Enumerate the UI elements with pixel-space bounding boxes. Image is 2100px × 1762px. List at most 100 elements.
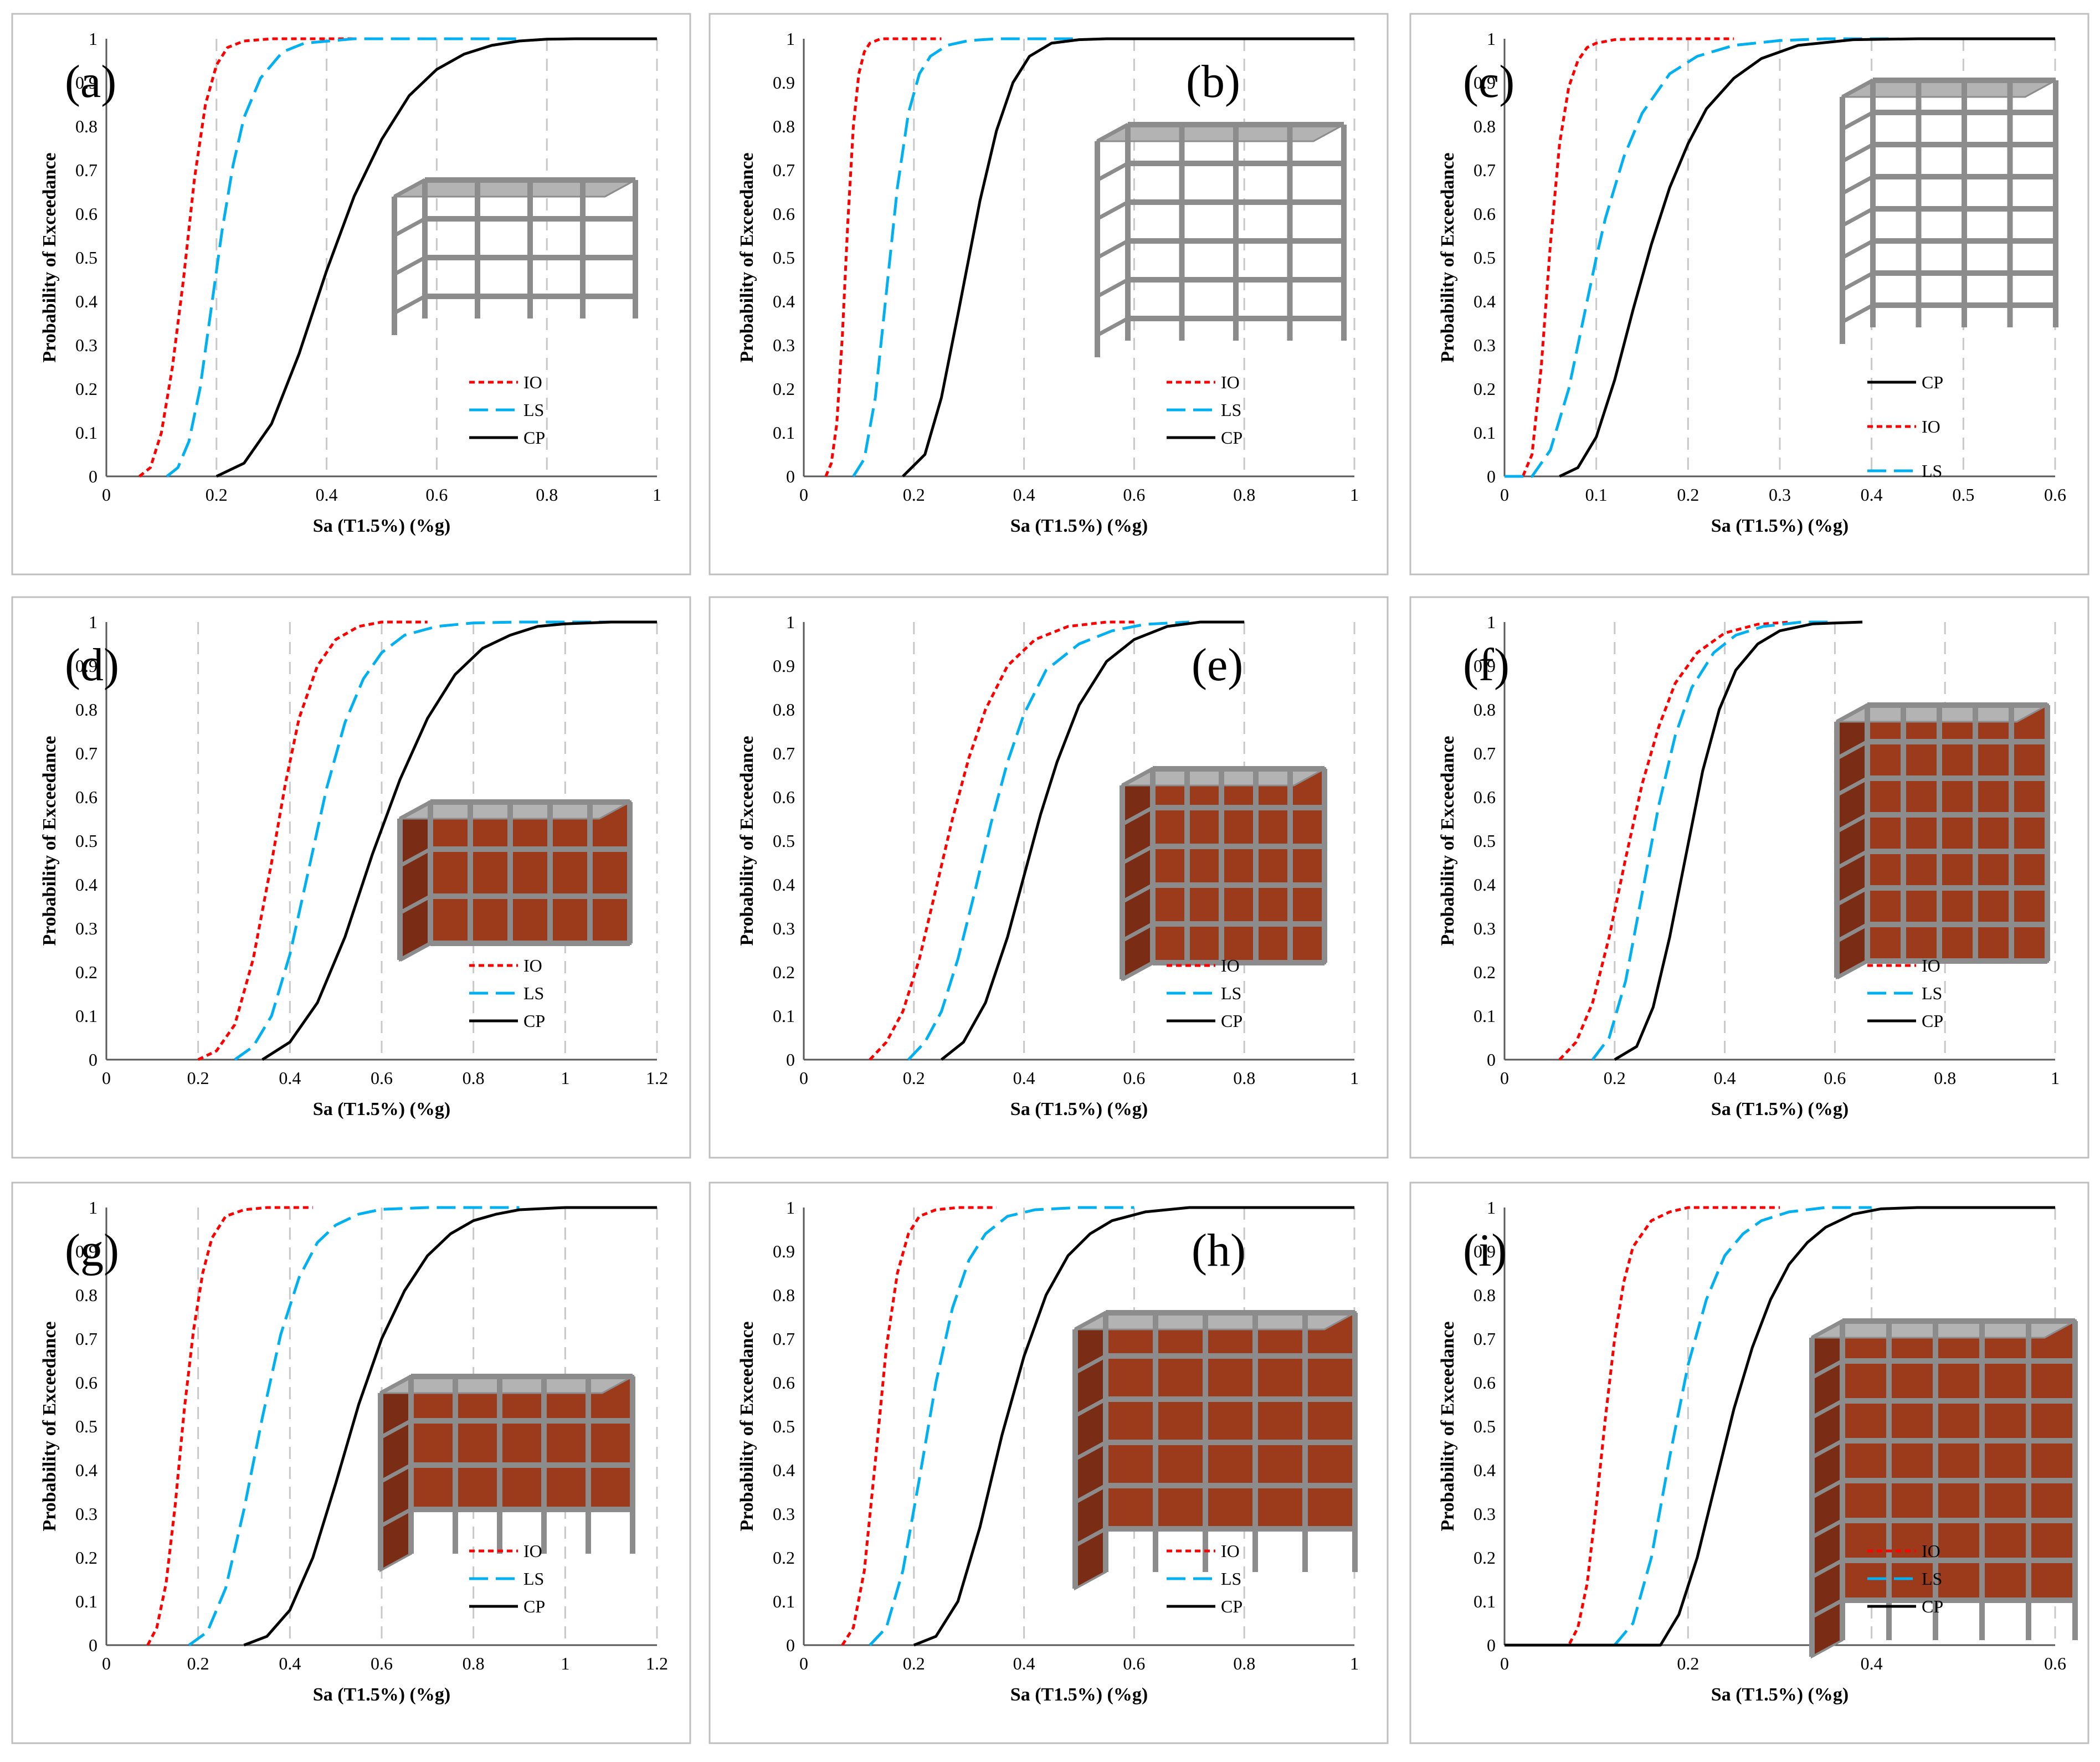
building-beam bbox=[1811, 1439, 1844, 1460]
series-line-cp bbox=[913, 1206, 1354, 1647]
building-infill bbox=[1104, 1311, 1357, 1530]
building-beam bbox=[1841, 271, 1874, 292]
series-line-cp bbox=[261, 620, 657, 1061]
y-tick-label: 0.5 bbox=[1473, 1416, 1496, 1436]
legend-label-cp: CP bbox=[523, 1011, 545, 1031]
x-tick-label: 0.8 bbox=[536, 485, 558, 505]
chart-panel-h: 0 0.2 0.4 0.6 0.8 1 0 0.1 0.2 0.3 0.4 0.5 0.6 0.7 0.8 0… bbox=[708, 1181, 1389, 1744]
building-beam bbox=[379, 1419, 412, 1440]
y-tick-label: 0.1 bbox=[75, 1006, 97, 1026]
building-side bbox=[399, 800, 432, 962]
y-tick-label: 0.8 bbox=[1473, 1285, 1496, 1305]
x-tick-label: 0.2 bbox=[1677, 1653, 1699, 1673]
x-tick-label: 1 bbox=[1350, 1653, 1359, 1673]
building-beam bbox=[1096, 316, 1129, 337]
x-axis-title: Sa (T1.5%) (%g) bbox=[1711, 1684, 1849, 1705]
y-tick-label: 0.8 bbox=[1473, 116, 1496, 136]
legend-label-io: IO bbox=[1221, 1541, 1240, 1561]
x-tick-label: 0.5 bbox=[1952, 485, 1974, 505]
x-tick-label: 1 bbox=[561, 1068, 569, 1088]
legend-label-io: IO bbox=[1221, 372, 1240, 392]
series-line-ls bbox=[869, 1206, 1134, 1646]
building-illustration bbox=[1809, 1318, 2078, 1659]
y-axis-title: Probability of Exceedance bbox=[1437, 736, 1458, 946]
legend-label-ls: LS bbox=[523, 983, 544, 1003]
y-tick-label: 0.7 bbox=[1473, 160, 1496, 180]
legend-label-ls: LS bbox=[1221, 1569, 1241, 1589]
legend-label-ls: LS bbox=[1221, 400, 1241, 420]
legend-label-ls: LS bbox=[523, 1569, 544, 1589]
y-tick-label: 0.4 bbox=[773, 875, 795, 895]
series-line-io bbox=[197, 620, 428, 1061]
y-tick-label: 0.1 bbox=[1473, 423, 1496, 443]
panel-letter: (c) bbox=[1463, 56, 1514, 107]
y-tick-label: 0.6 bbox=[773, 787, 795, 807]
y-tick-label: 0 bbox=[786, 466, 795, 486]
building-beam bbox=[1074, 1483, 1107, 1504]
legend-label-ls: LS bbox=[1922, 1569, 1942, 1589]
x-tick-label: 0.6 bbox=[371, 1653, 393, 1673]
y-tick-label: 0.9 bbox=[75, 73, 97, 93]
series-line-cp bbox=[1614, 620, 1863, 1061]
building-beam bbox=[399, 941, 432, 962]
series-line-ls bbox=[234, 620, 612, 1061]
y-tick-label: 0.1 bbox=[773, 1006, 795, 1026]
building-beam bbox=[393, 294, 426, 315]
y-tick-label: 0.9 bbox=[773, 73, 795, 93]
building-beam bbox=[1841, 110, 1874, 131]
x-tick-label: 0.2 bbox=[206, 485, 228, 505]
legend-label-cp: CP bbox=[523, 428, 545, 448]
series-line-ls bbox=[1505, 37, 1890, 478]
y-tick-label: 0.8 bbox=[773, 1285, 795, 1305]
y-tick-label: 0.3 bbox=[1473, 1504, 1496, 1524]
legend-label-io: IO bbox=[1922, 1541, 1940, 1561]
y-tick-label: 0.9 bbox=[773, 656, 795, 676]
y-tick-label: 1 bbox=[1487, 612, 1496, 632]
y-tick-label: 0 bbox=[1487, 1050, 1496, 1070]
building-beam bbox=[1121, 960, 1154, 982]
y-tick-label: 0.6 bbox=[75, 1373, 97, 1393]
series-line-cp bbox=[1559, 37, 2055, 478]
building-beam bbox=[1096, 161, 1129, 182]
building-beam bbox=[1096, 200, 1129, 221]
series-line-cp bbox=[215, 37, 657, 478]
y-tick-label: 0.2 bbox=[75, 962, 97, 982]
y-tick-label: 0.4 bbox=[1473, 1460, 1496, 1480]
x-tick-label: 0.2 bbox=[1677, 485, 1699, 505]
y-tick-label: 0.1 bbox=[773, 1591, 795, 1611]
y-tick-label: 0.2 bbox=[75, 1548, 97, 1568]
legend-label-cp: CP bbox=[1922, 372, 1943, 392]
y-axis-title: Probability of Exceedance bbox=[39, 153, 60, 363]
y-tick-label: 1 bbox=[786, 612, 795, 632]
x-tick-label: 0.8 bbox=[463, 1068, 485, 1088]
x-axis-title: Sa (T1.5%) (%g) bbox=[1711, 516, 1849, 536]
x-axis-title: Sa (T1.5%) (%g) bbox=[1010, 1099, 1148, 1119]
y-tick-label: 0.3 bbox=[773, 1504, 795, 1524]
building-beam bbox=[1811, 1518, 1844, 1539]
series-line-cp bbox=[1505, 1206, 2055, 1647]
legend-label-io: IO bbox=[523, 372, 542, 392]
y-tick-label: 0.5 bbox=[773, 248, 795, 268]
y-tick-label: 0.4 bbox=[1473, 875, 1496, 895]
y-axis-title: Probability of Exceedance bbox=[737, 1322, 757, 1532]
building-beam bbox=[1811, 1319, 1844, 1340]
building-illustration bbox=[392, 177, 638, 335]
legend-label-cp: CP bbox=[1221, 1596, 1242, 1616]
y-tick-label: 0.3 bbox=[1473, 918, 1496, 938]
building-beam bbox=[1811, 1399, 1844, 1420]
y-tick-label: 0.6 bbox=[1473, 204, 1496, 224]
y-tick-label: 0.7 bbox=[75, 743, 97, 763]
series-line-io bbox=[1505, 1206, 1780, 1647]
legend-label-cp: CP bbox=[523, 1596, 545, 1616]
building-beam bbox=[1811, 1558, 1844, 1579]
y-tick-label: 0 bbox=[1487, 1635, 1496, 1655]
building-beam bbox=[1074, 1311, 1107, 1332]
building-beam bbox=[1811, 1598, 1844, 1619]
x-tick-label: 0.2 bbox=[187, 1653, 209, 1673]
building-beam bbox=[399, 847, 432, 868]
series-line-io bbox=[841, 1206, 997, 1646]
y-tick-label: 0.6 bbox=[773, 204, 795, 224]
building-beam bbox=[1121, 883, 1154, 904]
y-tick-label: 0.1 bbox=[773, 423, 795, 443]
y-tick-label: 0.7 bbox=[1473, 743, 1496, 763]
